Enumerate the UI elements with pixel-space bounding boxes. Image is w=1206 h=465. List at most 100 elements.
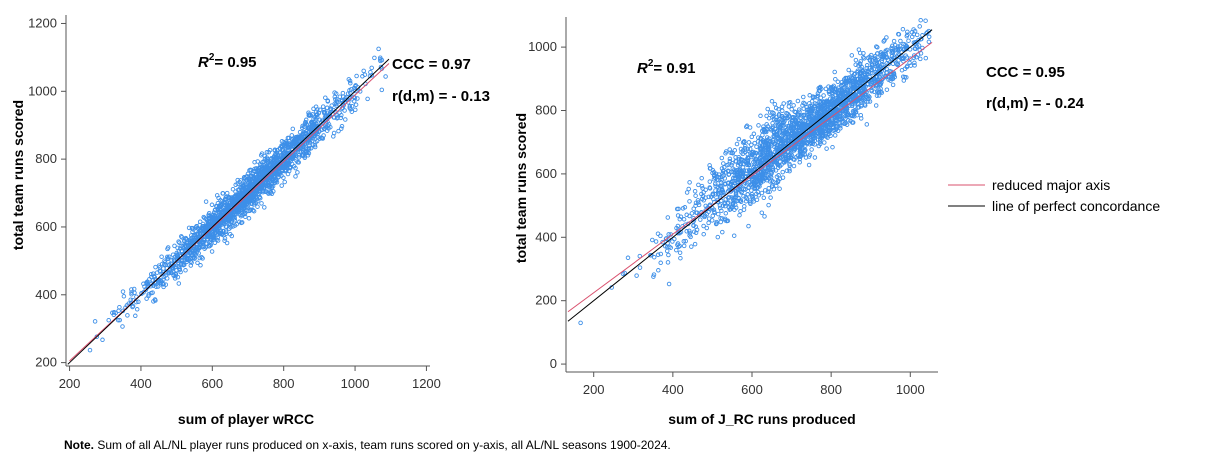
chart-2-point bbox=[743, 173, 748, 179]
chart-2-point bbox=[745, 181, 750, 186]
chart-2-point bbox=[666, 252, 671, 258]
chart-2-point bbox=[789, 126, 794, 132]
chart-2-point bbox=[792, 131, 798, 136]
chart-1-point bbox=[244, 185, 250, 190]
chart-1-point bbox=[378, 55, 383, 60]
chart-2-point bbox=[841, 77, 847, 82]
chart-2-point bbox=[865, 68, 870, 74]
chart-1-point bbox=[209, 219, 215, 225]
chart-1-point bbox=[171, 273, 176, 278]
chart-2-point bbox=[677, 243, 682, 249]
chart-1-point bbox=[129, 287, 134, 292]
chart-1-point bbox=[251, 208, 257, 214]
chart-1-point bbox=[235, 177, 240, 183]
chart-1-point bbox=[229, 198, 234, 203]
chart-2-y-tick-label: 400 bbox=[535, 229, 557, 244]
chart-2-point bbox=[684, 229, 689, 234]
chart-2-point bbox=[716, 175, 721, 180]
chart-2-point bbox=[738, 208, 743, 214]
chart-2-point bbox=[656, 268, 661, 273]
chart-2-point bbox=[677, 216, 683, 222]
chart-1-point bbox=[129, 292, 134, 297]
chart-1-point bbox=[295, 170, 300, 175]
chart-2-point bbox=[729, 150, 735, 155]
chart-2-point bbox=[757, 143, 763, 149]
chart-1-point bbox=[176, 281, 182, 286]
chart-2-point bbox=[708, 194, 714, 199]
chart-2-point bbox=[716, 211, 721, 217]
chart-2-point bbox=[718, 180, 724, 185]
chart-1-point bbox=[194, 246, 200, 251]
chart-2-point bbox=[801, 94, 806, 100]
chart-2-point bbox=[743, 199, 749, 204]
chart-2-point bbox=[651, 274, 656, 279]
chart-2-point bbox=[741, 207, 747, 212]
chart-2-point bbox=[810, 95, 816, 100]
chart-2-point bbox=[826, 88, 832, 94]
chart-2-point bbox=[858, 59, 863, 64]
chart-2-point bbox=[823, 133, 828, 139]
chart-2-point bbox=[745, 151, 750, 157]
chart-1-point bbox=[333, 97, 338, 102]
chart-2-point bbox=[763, 175, 769, 181]
chart-2-point bbox=[842, 86, 847, 91]
chart-2-point bbox=[918, 36, 923, 42]
chart-2-point bbox=[769, 162, 774, 168]
chart-2-point bbox=[877, 74, 882, 79]
chart-2-point bbox=[905, 29, 910, 35]
chart-2-point bbox=[724, 162, 730, 168]
chart-1-point bbox=[237, 219, 242, 225]
chart-1-point bbox=[226, 204, 232, 210]
chart-2-point bbox=[737, 168, 742, 173]
chart-1-point bbox=[232, 223, 238, 228]
chart-2-point bbox=[820, 114, 826, 119]
chart-1-point bbox=[303, 117, 309, 123]
chart-2-point bbox=[790, 120, 795, 126]
chart-1-point bbox=[161, 271, 166, 277]
chart-2-point bbox=[899, 56, 904, 62]
chart-2-point bbox=[761, 195, 767, 201]
chart-2-point bbox=[762, 188, 768, 193]
chart-1-point bbox=[378, 64, 384, 70]
chart-2-point bbox=[891, 49, 896, 54]
chart-2-point bbox=[754, 191, 759, 197]
chart-2-point bbox=[748, 151, 753, 156]
chart-2-point bbox=[906, 38, 911, 43]
chart-2-point bbox=[795, 113, 801, 119]
chart-2-point bbox=[814, 116, 819, 121]
chart-2-point bbox=[861, 56, 867, 61]
chart-2-point bbox=[711, 207, 717, 212]
chart-2-point bbox=[832, 133, 838, 138]
chart-1-point bbox=[144, 280, 150, 286]
chart-2-point bbox=[752, 185, 758, 191]
chart-2-point bbox=[762, 172, 767, 177]
chart-1-point bbox=[282, 179, 287, 185]
chart-2-point bbox=[823, 86, 829, 92]
chart-1-r2-superscript: 2 bbox=[209, 52, 215, 63]
chart-2-point bbox=[822, 104, 828, 109]
chart-1-point bbox=[307, 129, 312, 134]
chart-2-point bbox=[782, 153, 788, 159]
chart-1-point bbox=[331, 130, 337, 136]
chart-1-point bbox=[299, 138, 305, 144]
chart-2-point bbox=[785, 123, 791, 129]
chart-2-point bbox=[710, 213, 716, 219]
chart-2-point bbox=[856, 105, 862, 110]
chart-1-point bbox=[248, 167, 254, 173]
chart-2-point bbox=[795, 153, 801, 159]
chart-2-point bbox=[891, 58, 897, 63]
chart-1-point bbox=[254, 177, 259, 182]
chart-1-point bbox=[171, 257, 177, 262]
chart-2-point bbox=[811, 112, 817, 117]
chart-1-point bbox=[177, 267, 182, 273]
chart-1-point bbox=[184, 257, 190, 262]
chart-1-point bbox=[319, 127, 325, 133]
chart-2-ccc-stat: CCC = 0.95 bbox=[986, 64, 1065, 81]
chart-1-point bbox=[166, 271, 171, 276]
chart-1-point bbox=[304, 149, 309, 155]
chart-2-point bbox=[653, 239, 659, 244]
chart-2-point bbox=[765, 124, 771, 129]
chart-2-point bbox=[771, 111, 776, 116]
chart-1-point bbox=[155, 284, 161, 289]
chart-1-x-tick-label: 200 bbox=[59, 376, 81, 391]
